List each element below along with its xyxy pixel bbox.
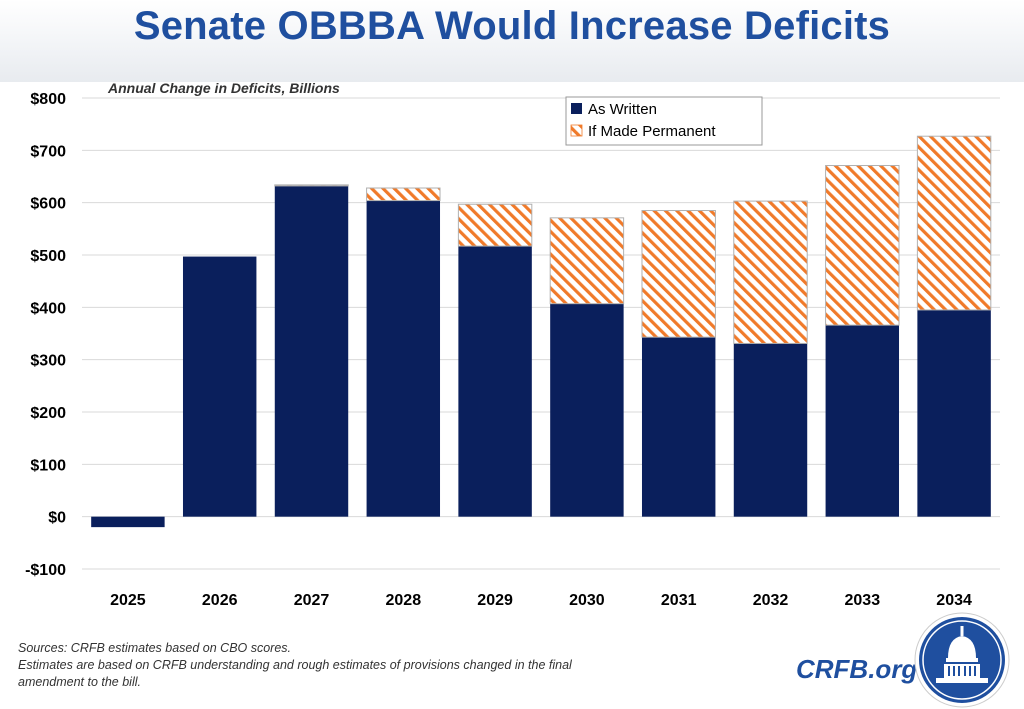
x-tick-label: 2028: [386, 592, 422, 609]
bar-as-written-2032: [733, 343, 808, 517]
source-line-2: Estimates are based on CRFB understandin…: [18, 658, 572, 672]
x-tick-label: 2027: [294, 592, 330, 609]
x-axis-ticks: 2025 2026 2027 2028 2029 2030 2031 2032 2033 2034: [110, 592, 972, 609]
bar-permanent-2031: [641, 210, 716, 338]
x-tick-label: 2033: [845, 592, 881, 609]
x-tick-label: 2029: [477, 592, 513, 609]
x-tick-label: 2032: [753, 592, 789, 609]
x-tick-label: 2030: [569, 592, 605, 609]
sources-note: Sources: CRFB estimates based on CBO sco…: [18, 640, 738, 691]
bar-permanent-2029: [457, 203, 533, 247]
bar-as-written-2025: [91, 516, 165, 528]
bar-as-written-2030: [550, 303, 624, 517]
legend-swatch-as-written: [571, 103, 582, 114]
y-tick-label: $800: [30, 91, 66, 108]
legend-box: [565, 96, 763, 146]
y-tick-label: $500: [30, 248, 66, 265]
y-tick-label: -$100: [25, 562, 66, 579]
bar-as-written-2034: [917, 309, 991, 517]
y-tick-label: $300: [30, 353, 66, 370]
bar-permanent-2034: [916, 135, 992, 311]
legend-label-as-written: As Written: [588, 101, 657, 118]
bar-as-written-2026: [182, 256, 257, 517]
y-tick-label: $0: [48, 510, 66, 527]
y-axis-ticks: -$100 $0 $100 $200 $300 $400 $500 $600 $700 $800: [25, 91, 66, 579]
y-tick-label: $400: [30, 300, 66, 317]
bars: [91, 135, 992, 528]
x-tick-label: 2031: [661, 592, 697, 609]
x-tick-label: 2026: [202, 592, 238, 609]
y-tick-label: $700: [30, 143, 66, 160]
bar-as-written-2029: [458, 246, 532, 517]
page-title: Senate OBBBA Would Increase Deficits: [133, 4, 891, 48]
chart-subtitle: Annual Change in Deficits, Billions: [107, 80, 340, 96]
bar-permanent-2028: [366, 187, 441, 202]
capitol-dome-seal-icon: [914, 612, 1010, 708]
y-tick-label: $600: [30, 196, 66, 213]
bar-as-written-2031: [641, 337, 716, 517]
x-tick-label: 2025: [110, 592, 146, 609]
bar-permanent-2030: [549, 217, 625, 305]
legend: As Written If Made Permanent: [565, 96, 763, 146]
x-tick-label: 2034: [936, 592, 972, 609]
y-tick-label: $100: [30, 457, 66, 474]
source-line-3: amendment to the bill.: [18, 675, 141, 689]
deficit-bar-chart: -$100$0$100$200$300$400$500$600$700$800 …: [25, 80, 1000, 609]
brand-link[interactable]: CRFB.org: [796, 654, 918, 684]
legend-label-permanent: If Made Permanent: [588, 123, 716, 140]
bar-as-written-2027: [274, 185, 349, 517]
y-tick-label: $200: [30, 405, 66, 422]
bar-permanent-2027: [274, 184, 349, 187]
bar-permanent-2033: [825, 165, 900, 326]
legend-swatch-permanent: [570, 124, 583, 137]
source-line-1: Sources: CRFB estimates based on CBO sco…: [18, 641, 292, 655]
bar-as-written-2028: [366, 200, 441, 517]
title-band: [0, 0, 1024, 82]
bar-as-written-2033: [825, 325, 900, 517]
bar-permanent-2032: [733, 200, 808, 344]
